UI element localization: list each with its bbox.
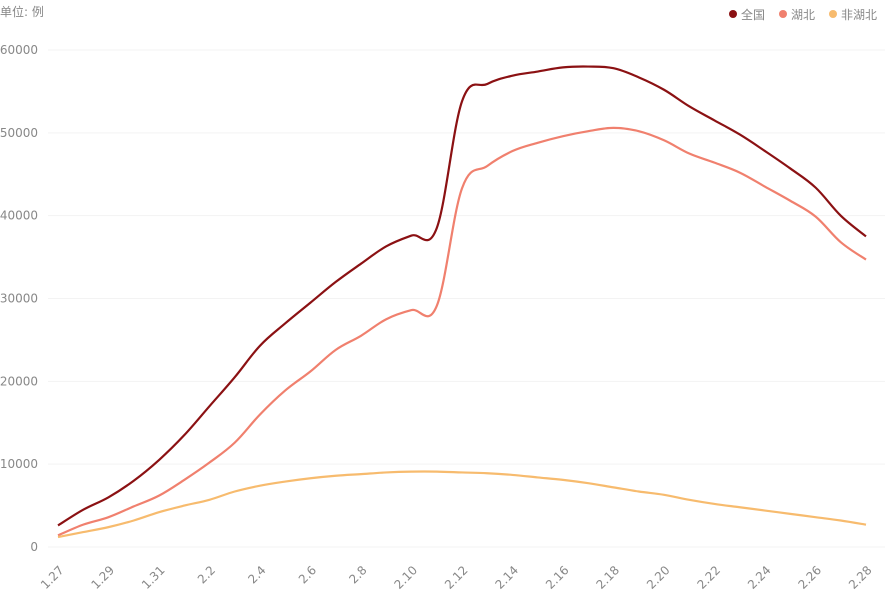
x-tick-label: 2.26 bbox=[795, 563, 824, 592]
line bbox=[57, 126, 867, 537]
x-tick-label: 2.14 bbox=[492, 563, 521, 592]
x-tick-label: 1.29 bbox=[88, 563, 117, 592]
legend-marker bbox=[829, 10, 837, 18]
legend-marker bbox=[729, 10, 737, 18]
x-tick-label: 2.18 bbox=[593, 563, 622, 592]
y-tick-label: 50000 bbox=[0, 126, 38, 140]
x-tick-label: 2.6 bbox=[296, 563, 319, 586]
x-tick-label: 1.31 bbox=[139, 563, 168, 592]
x-tick-label: 2.8 bbox=[346, 563, 369, 586]
y-tick-label: 20000 bbox=[0, 374, 38, 388]
x-tick-label: 2.10 bbox=[391, 563, 420, 592]
legend-label: 湖北 bbox=[791, 7, 815, 22]
legend-marker bbox=[779, 10, 787, 18]
y-tick-label: 40000 bbox=[0, 209, 38, 223]
unit-label: 单位: 例 bbox=[0, 4, 44, 19]
x-tick-label: 2.28 bbox=[846, 563, 875, 592]
y-tick-label: 10000 bbox=[0, 457, 38, 471]
y-tick-label: 0 bbox=[30, 540, 38, 554]
y-tick-label: 60000 bbox=[0, 43, 38, 57]
x-tick-label: 2.4 bbox=[245, 563, 268, 586]
legend-label: 全国 bbox=[741, 7, 765, 22]
x-tick-label: 2.12 bbox=[442, 563, 471, 592]
x-tick-label: 2.2 bbox=[195, 563, 218, 586]
x-tick-label: 2.16 bbox=[543, 563, 572, 592]
x-tick-label: 1.27 bbox=[38, 563, 67, 592]
line bbox=[57, 470, 867, 539]
line bbox=[57, 65, 867, 527]
legend-label: 非湖北 bbox=[841, 7, 877, 22]
x-tick-label: 2.22 bbox=[694, 563, 723, 592]
y-tick-label: 30000 bbox=[0, 292, 38, 306]
x-tick-label: 2.24 bbox=[745, 563, 774, 592]
x-tick-label: 2.20 bbox=[644, 563, 673, 592]
